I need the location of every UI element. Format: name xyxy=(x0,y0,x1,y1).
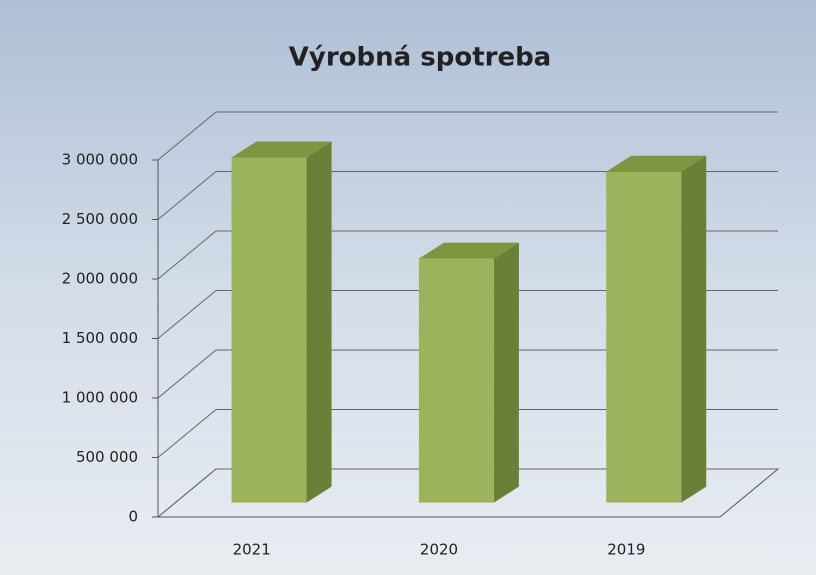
x-tick-label: 2020 xyxy=(420,541,458,559)
y-tick-label: 0 xyxy=(128,508,138,526)
bar-top xyxy=(606,155,707,172)
bar xyxy=(606,171,682,503)
y-tick-label: 3 000 000 xyxy=(62,151,138,169)
grid-line xyxy=(157,409,778,458)
y-tick-label: 2 000 000 xyxy=(62,270,138,288)
y-tick-label: 2 500 000 xyxy=(62,210,138,228)
grid-line xyxy=(157,111,778,161)
bar-side xyxy=(681,155,707,503)
y-tick-label: 500 000 xyxy=(76,448,138,466)
bar xyxy=(418,258,494,503)
bar-side xyxy=(306,141,332,503)
bar-top xyxy=(418,242,519,259)
bar xyxy=(231,157,307,503)
grid-line xyxy=(157,171,778,220)
x-tick-label: 2019 xyxy=(607,541,645,559)
grid-line xyxy=(157,230,778,280)
grid-line xyxy=(157,468,778,518)
y-tick-label: 1 500 000 xyxy=(62,329,138,347)
bar-top xyxy=(231,141,332,158)
chart-title: Výrobná spotreba xyxy=(289,43,551,73)
grid-line xyxy=(157,290,778,339)
bar-side xyxy=(493,242,519,503)
y-tick-label: 1 000 000 xyxy=(62,389,138,407)
x-tick-label: 2021 xyxy=(233,541,271,559)
grid-line xyxy=(157,349,778,399)
